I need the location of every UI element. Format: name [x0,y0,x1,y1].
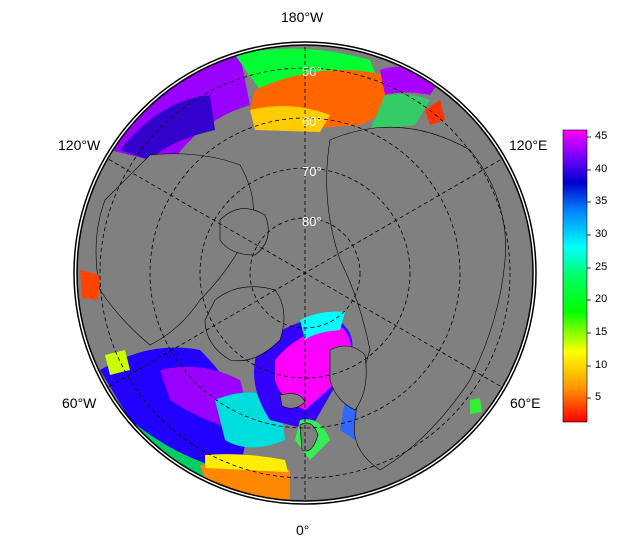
lon-label-bottom: 0° [296,522,310,538]
lon-label-right-upper: 120°E [509,137,548,153]
hudson-yellow [105,350,130,375]
scandinavia [329,345,367,411]
okhotsk-red [425,100,445,125]
colorbar-tick: 40 [595,163,608,175]
map-outer-border [73,41,537,505]
colorbar-tick: 35 [595,195,608,207]
lat-label-50: 50° [302,64,322,79]
arctic-islands [219,208,269,256]
eurasia [326,126,506,471]
lon-label-left-upper: 120°W [58,137,101,153]
lat-circle-50 [99,67,511,479]
greenland [204,286,285,362]
lon-label-right-lower: 60°E [510,395,541,411]
colorbar-tick: 15 [595,326,608,338]
map-inner-border [76,44,534,502]
colorbar-tick: 5 [595,391,602,403]
colorbar-tick: 10 [595,359,608,371]
lon-label-top: 180°W [281,9,324,25]
colorbar-tick: 30 [595,228,608,240]
colorbar [562,129,588,423]
lat-label-60: 60° [302,114,322,129]
colorbar-tick: 45 [595,130,608,142]
lat-label-70: 70° [302,164,322,179]
north-america [95,153,254,346]
atlantic-yellow [205,454,288,472]
lon-label-left-lower: 60°W [62,395,97,411]
iceland [279,393,306,409]
colorbar-tick: 20 [595,293,608,305]
pacific-blue [120,95,215,160]
okhotsk-green [370,94,430,130]
colorbar-tick: 25 [595,261,608,273]
lat-label-80: 80° [302,214,322,229]
meridian-120w-60e [102,155,508,391]
kara-green [470,398,482,414]
bering-green [235,48,380,90]
nordic-cyan [300,311,345,340]
nordic-magenta [275,325,352,410]
hudson-patch [80,270,100,300]
uk [299,422,319,452]
